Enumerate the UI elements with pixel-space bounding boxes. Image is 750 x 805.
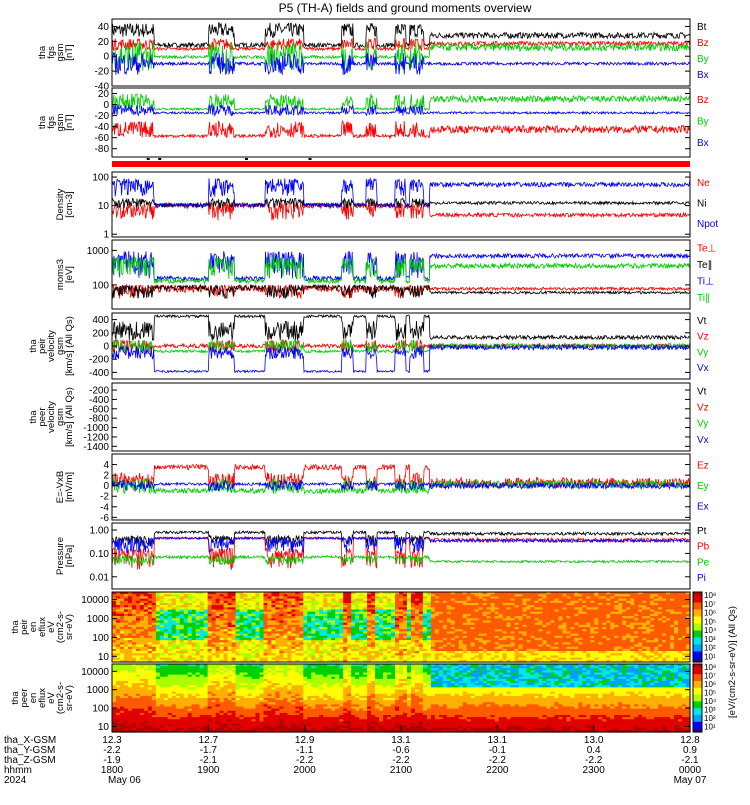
- ytick-label: -400: [89, 368, 109, 379]
- ytick-label: -20: [95, 67, 110, 78]
- legend-p6-3: Vx: [697, 435, 709, 446]
- ytick-label: -1400: [83, 442, 109, 453]
- ytick-label: -200: [89, 355, 109, 366]
- ytick-label: 0: [103, 100, 109, 111]
- ytick-label: -2: [100, 492, 109, 503]
- ytick-label: -4: [100, 502, 109, 513]
- ytick-label: 10: [98, 201, 110, 212]
- ylabel-line: [km/s] (All Qs): [64, 316, 75, 376]
- ytick-label: -80: [95, 144, 110, 155]
- legend-p2-2: Bx: [697, 138, 709, 149]
- plot-title: P5 (TH-A) fields and ground moments over…: [279, 1, 532, 15]
- legend-p8-2: Pe: [697, 557, 710, 568]
- legend-p1-3: Bx: [697, 70, 709, 81]
- series-p5-Vx: [112, 345, 690, 373]
- ytick-label: -6: [100, 513, 109, 524]
- legend-p8-1: Pb: [697, 542, 710, 553]
- series-p2-By: [112, 94, 690, 111]
- ylabel-line: [nPa]: [64, 545, 75, 567]
- ytick-label: 4: [103, 460, 109, 471]
- legend-p1-2: By: [697, 54, 709, 65]
- ytick-label: 40: [98, 22, 110, 33]
- legend-p4-3: Ti∥: [697, 293, 710, 304]
- ylabel-line: [eV]: [64, 266, 75, 283]
- legend-p1-0: Bt: [697, 22, 707, 33]
- ytick-label: 400: [92, 315, 109, 326]
- panel-p10: 10000100010010thapeerenefluxeV(cm2-s-sr-…: [10, 664, 691, 733]
- ytick-label: 10: [98, 652, 110, 663]
- legend-p6-0: Vt: [697, 386, 707, 397]
- series-p5-Vt: [112, 315, 690, 341]
- panel-p9: 10000100010010thapeirenefluxeV(cm2-s-sr-…: [10, 592, 691, 663]
- ylabel-line: [nT]: [64, 44, 75, 60]
- legend-p1-1: Bz: [697, 38, 709, 49]
- legend-p2-1: By: [697, 117, 709, 128]
- series-p2-Bz: [112, 121, 690, 138]
- legend-p6-2: Vy: [697, 419, 708, 430]
- ylabel-line: [mV/m]: [64, 472, 75, 502]
- legend-p4-1: Te∥: [697, 260, 713, 271]
- legend-p5-2: Vy: [697, 347, 708, 358]
- ytick-label: 2: [103, 471, 109, 482]
- ytick-label: 1: [103, 230, 109, 241]
- legend-p5-3: Vx: [697, 363, 709, 374]
- ytick-label: -40: [95, 122, 110, 133]
- ytick-label: 1.00: [90, 526, 110, 537]
- ytick-label: 0.10: [90, 549, 110, 560]
- legend-p3-1: Ni: [697, 199, 706, 210]
- legend-p6-1: Vz: [697, 403, 709, 414]
- ylabel-line: [km/s] (All Qs): [64, 387, 75, 447]
- legend-p7-2: Ex: [697, 502, 709, 513]
- legend-p4-2: Ti⊥: [697, 276, 714, 287]
- legend-p8-3: Pi: [697, 573, 706, 584]
- legend-p7-0: Ez: [697, 460, 709, 471]
- ytick-label: 100: [92, 633, 109, 644]
- panel-p6: -200-400-600-800-1000-1200-1400thapeerve…: [28, 383, 709, 453]
- legend-p8-0: Pt: [697, 526, 707, 537]
- series-p4-Ti⊥: [112, 251, 690, 281]
- ytick-label: 0: [103, 52, 109, 63]
- ytick-label: -20: [95, 111, 110, 122]
- ytick-label: 0: [103, 481, 109, 492]
- ytick-label: 0: [103, 342, 109, 353]
- legend-p7-1: Ey: [697, 481, 709, 492]
- legend-p3-0: Ne: [697, 178, 710, 189]
- series-p1-Bt: [112, 23, 690, 48]
- ytick-label: 0.01: [90, 572, 110, 583]
- legend-p5-1: Vz: [697, 332, 709, 343]
- ytick-label: 1000: [87, 246, 110, 257]
- ytick-label: 10000: [81, 595, 109, 606]
- ytick-label: 20: [98, 37, 110, 48]
- panel-p5: 4002000-200-400thapeirvelocitygsm[km/s] …: [28, 313, 709, 379]
- ytick-label: 20: [98, 89, 110, 100]
- ytick-label: 100: [92, 280, 109, 291]
- ylabel-line: sr-eV): [64, 614, 75, 640]
- legend-p5-0: Vt: [697, 316, 707, 327]
- legend-p4-0: Te⊥: [697, 244, 716, 255]
- ytick-label: 200: [92, 328, 109, 339]
- ylabel-line: [cm-3]: [64, 191, 75, 217]
- ytick-label: 100: [92, 173, 109, 184]
- legend-p2-0: Bz: [697, 95, 709, 106]
- series-p3-Ni: [112, 198, 690, 208]
- series-p8-Pe: [112, 556, 690, 566]
- legend-p3-2: Npot: [697, 219, 718, 230]
- ytick-label: 1000: [87, 614, 110, 625]
- panel-frame: [112, 383, 690, 451]
- ytick-label: -60: [95, 133, 110, 144]
- ylabel-line: [nT]: [64, 114, 75, 130]
